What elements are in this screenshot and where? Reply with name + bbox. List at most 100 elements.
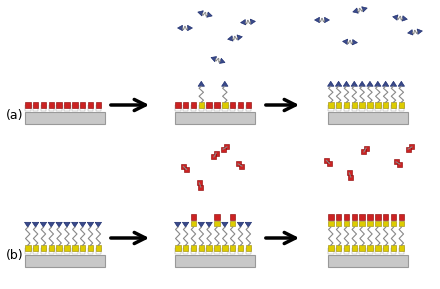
Bar (397, 162, 403, 167)
Polygon shape (359, 81, 365, 86)
Bar (198, 245, 204, 251)
Bar (33, 105, 38, 110)
Polygon shape (187, 25, 193, 31)
Bar (206, 248, 212, 253)
Polygon shape (211, 57, 216, 62)
Bar (399, 105, 404, 110)
Bar (410, 144, 414, 149)
Bar (391, 248, 396, 253)
Bar (328, 102, 334, 108)
Bar (72, 248, 77, 253)
Bar (230, 102, 235, 108)
Bar (375, 105, 381, 110)
Bar (359, 245, 365, 251)
Bar (183, 245, 188, 251)
Bar (25, 255, 105, 266)
Polygon shape (327, 81, 334, 86)
Bar (367, 221, 373, 226)
Bar (383, 245, 389, 251)
Bar (48, 245, 54, 251)
Bar (352, 248, 357, 253)
Bar (383, 221, 389, 226)
Bar (88, 245, 93, 251)
Bar (175, 245, 180, 251)
Polygon shape (198, 11, 203, 16)
Bar (198, 185, 203, 190)
Bar (375, 248, 381, 253)
Polygon shape (220, 58, 225, 64)
Bar (391, 102, 396, 108)
Bar (383, 248, 389, 253)
Bar (56, 248, 62, 253)
Bar (375, 214, 381, 220)
Bar (214, 102, 220, 108)
Bar (336, 214, 341, 220)
Polygon shape (343, 81, 350, 86)
Polygon shape (362, 7, 367, 12)
Bar (347, 171, 352, 175)
Bar (328, 112, 408, 123)
Bar (230, 214, 235, 220)
Bar (220, 147, 226, 152)
Bar (72, 245, 77, 251)
Bar (33, 102, 38, 108)
Polygon shape (353, 8, 358, 13)
Bar (95, 245, 101, 251)
Bar (359, 102, 365, 108)
Polygon shape (222, 222, 228, 227)
Bar (352, 102, 357, 108)
Bar (359, 105, 365, 110)
Bar (211, 154, 216, 160)
Polygon shape (222, 81, 228, 86)
Polygon shape (402, 16, 407, 21)
Bar (367, 245, 373, 251)
Bar (197, 180, 202, 185)
Bar (352, 221, 357, 226)
Bar (95, 105, 101, 110)
Bar (391, 245, 396, 251)
Bar (191, 214, 196, 220)
Bar (344, 105, 349, 110)
Bar (25, 245, 30, 251)
Polygon shape (352, 40, 357, 45)
Bar (72, 105, 77, 110)
Polygon shape (207, 12, 212, 17)
Polygon shape (390, 81, 397, 86)
Polygon shape (250, 19, 256, 25)
Bar (183, 102, 188, 108)
Polygon shape (48, 222, 55, 227)
Bar (230, 221, 235, 226)
Bar (95, 248, 101, 253)
Bar (344, 102, 349, 108)
Bar (238, 245, 243, 251)
Bar (367, 105, 373, 110)
Bar (33, 245, 38, 251)
Bar (222, 245, 227, 251)
Bar (344, 214, 349, 220)
Polygon shape (33, 222, 39, 227)
Bar (393, 159, 399, 164)
Bar (328, 255, 408, 266)
Bar (198, 102, 204, 108)
Bar (198, 105, 204, 110)
Bar (56, 102, 62, 108)
Bar (383, 214, 389, 220)
Bar (191, 105, 196, 110)
Bar (191, 221, 196, 226)
Bar (246, 248, 251, 253)
Polygon shape (237, 222, 244, 227)
Bar (324, 158, 329, 163)
Bar (88, 102, 93, 108)
Bar (25, 112, 105, 123)
Bar (359, 248, 365, 253)
Polygon shape (237, 35, 242, 40)
Bar (40, 245, 46, 251)
Bar (391, 105, 396, 110)
Bar (336, 248, 341, 253)
Polygon shape (95, 222, 102, 227)
Polygon shape (342, 39, 348, 45)
Polygon shape (245, 222, 252, 227)
Polygon shape (417, 29, 422, 34)
Bar (184, 167, 189, 172)
Bar (80, 245, 85, 251)
